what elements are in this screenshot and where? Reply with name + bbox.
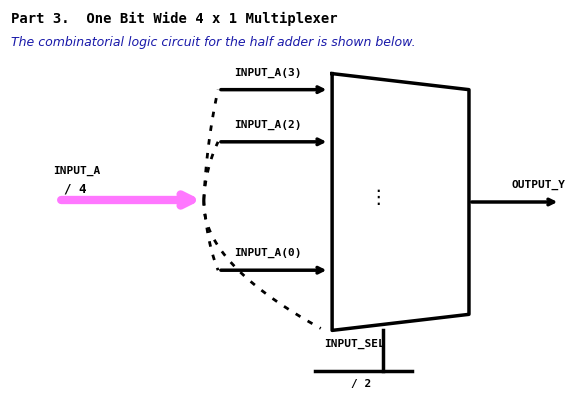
Text: INPUT_A(3): INPUT_A(3) bbox=[234, 67, 302, 78]
Text: Part 3.  One Bit Wide 4 x 1 Multiplexer: Part 3. One Bit Wide 4 x 1 Multiplexer bbox=[11, 12, 338, 26]
Text: INPUT_A(0): INPUT_A(0) bbox=[234, 248, 302, 258]
Text: INPUT_A(2): INPUT_A(2) bbox=[234, 120, 302, 130]
Text: / 2: / 2 bbox=[351, 379, 371, 389]
Text: OUTPUT_Y: OUTPUT_Y bbox=[512, 180, 566, 190]
Text: INPUT_SEL: INPUT_SEL bbox=[324, 339, 385, 349]
Text: The combinatorial logic circuit for the half adder is shown below.: The combinatorial logic circuit for the … bbox=[11, 36, 416, 49]
Text: / 4: / 4 bbox=[64, 183, 87, 196]
Text: ⋮: ⋮ bbox=[368, 189, 387, 208]
Text: INPUT_A: INPUT_A bbox=[53, 166, 100, 176]
